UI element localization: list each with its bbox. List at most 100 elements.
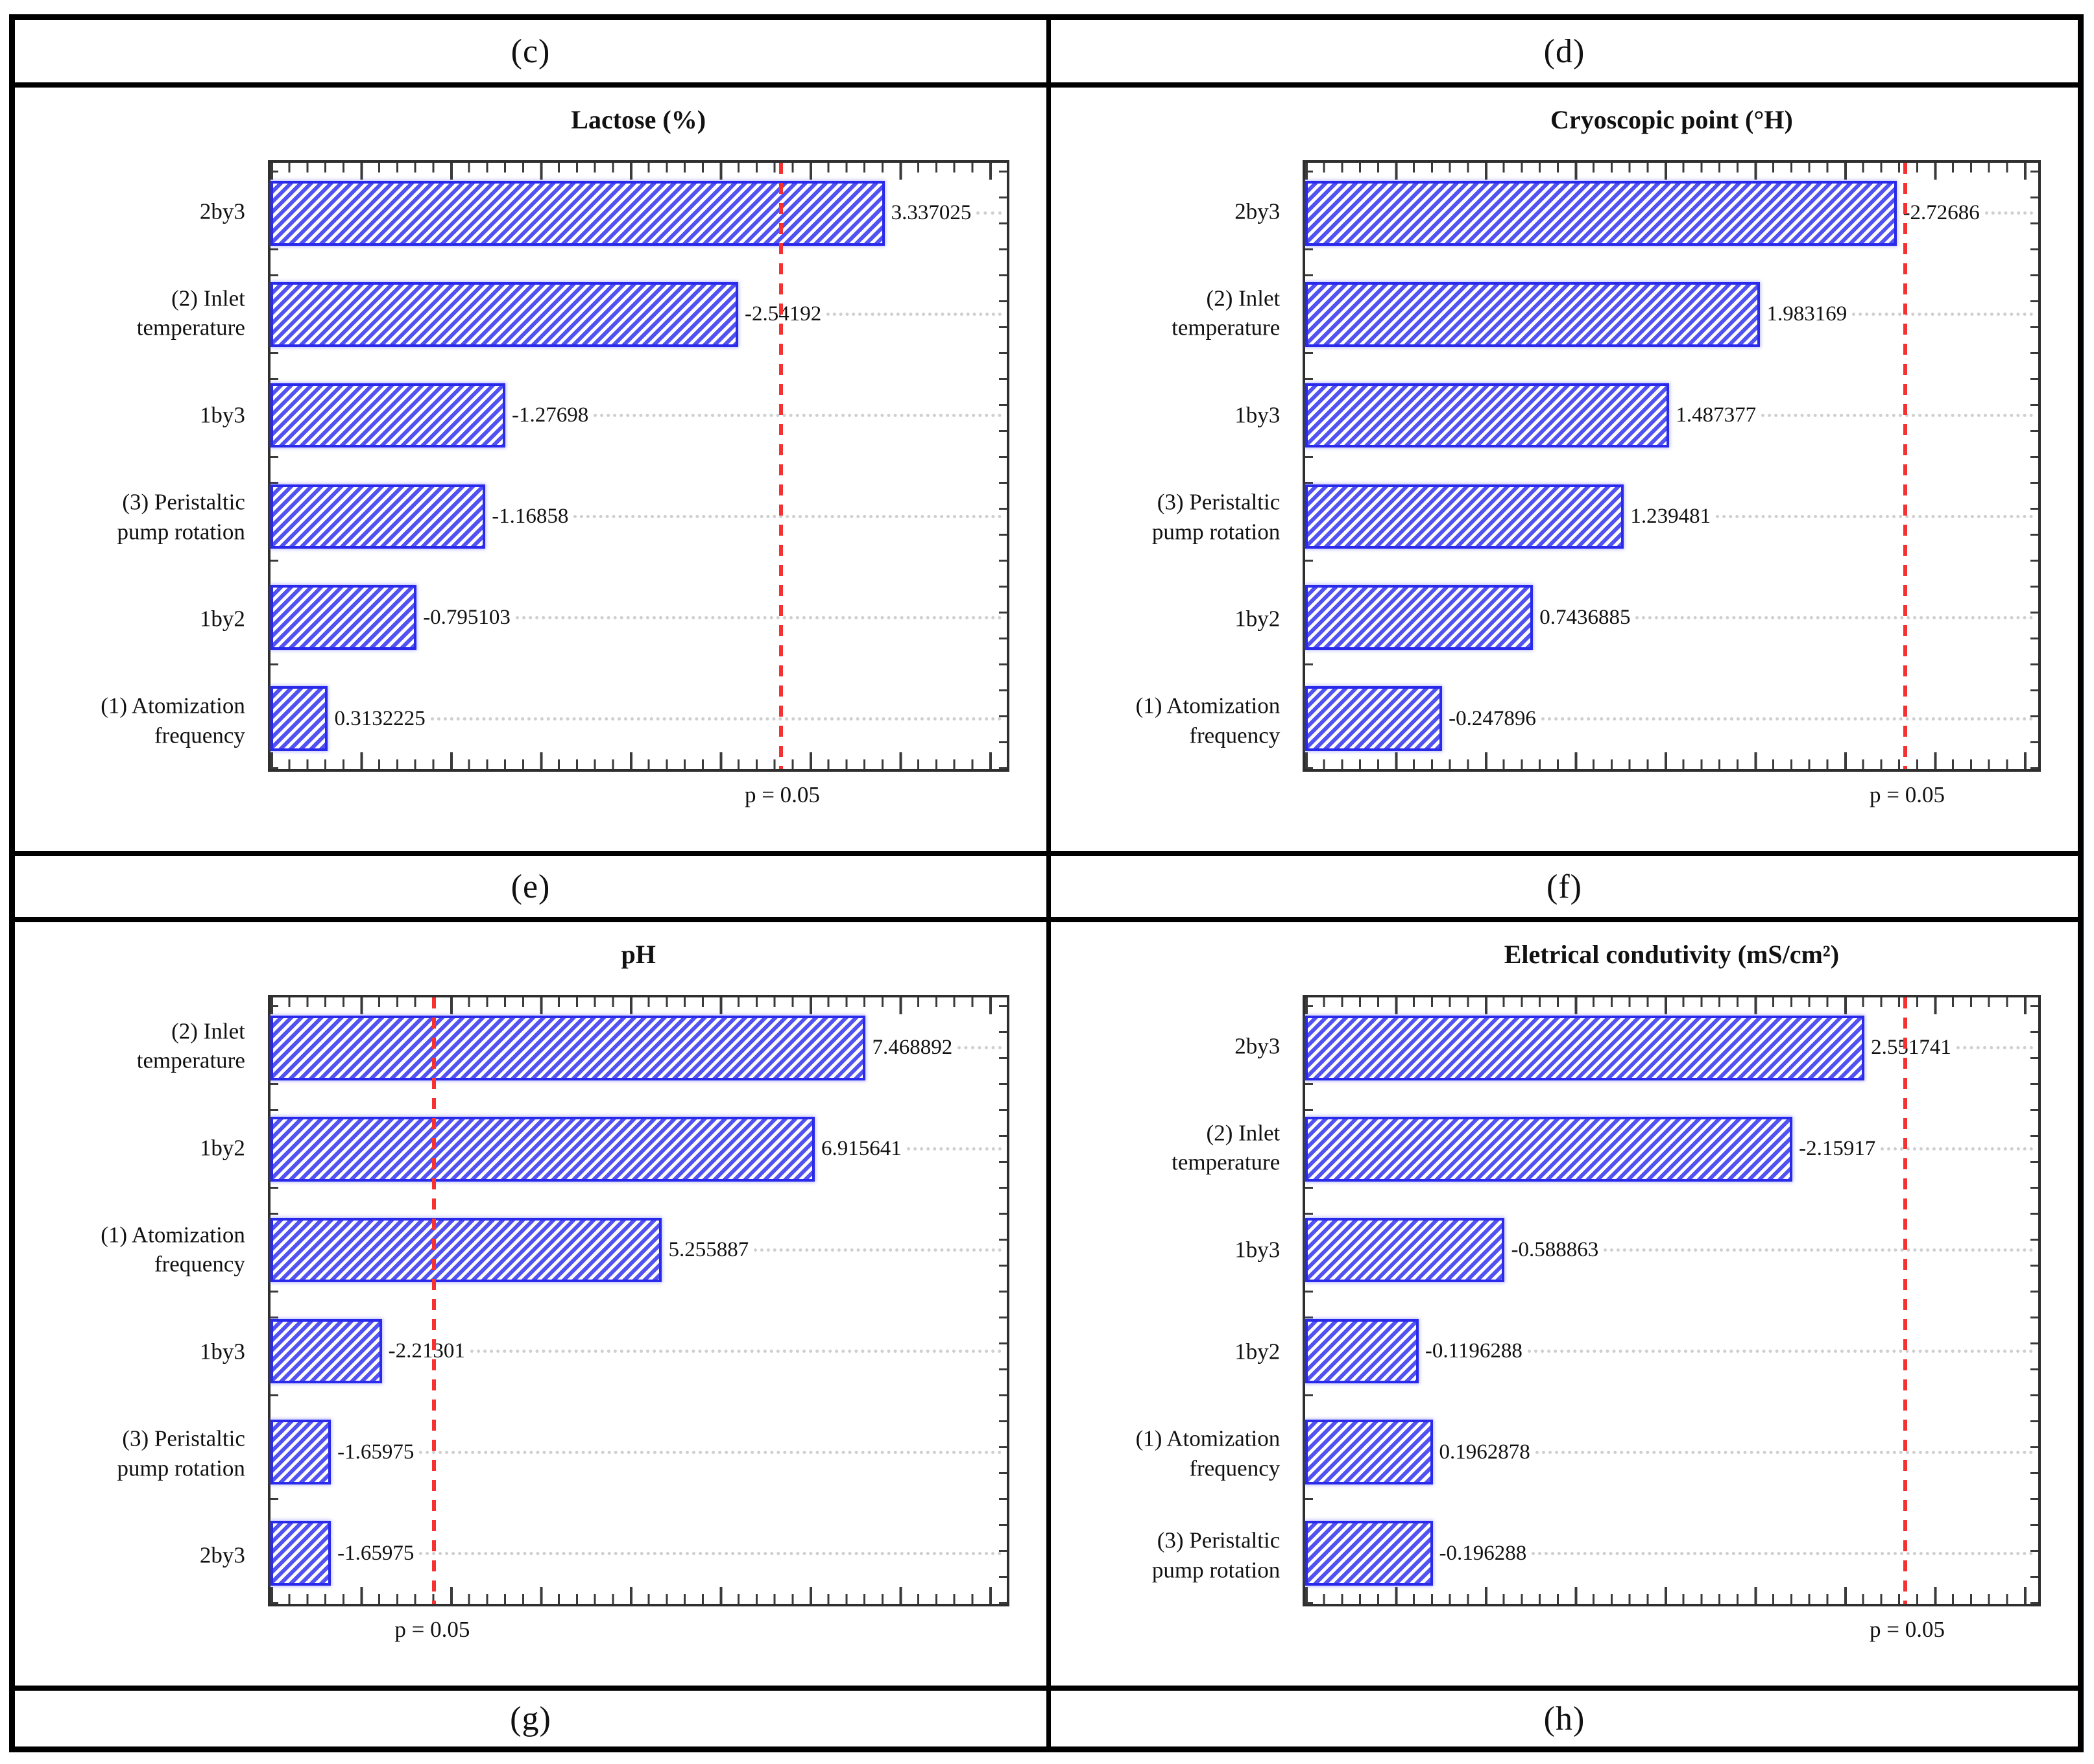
- category-axis: (2) Inlet temperature 1by2 (1) Atomization…: [25, 995, 254, 1606]
- effect-value-label: -0.588863: [1511, 1238, 1599, 1262]
- effect-bar: [270, 181, 885, 246]
- category-label: 1by3: [199, 402, 245, 428]
- plot-outer: -2.72686 1.983169 1.487377 1.239481 0.743688…: [1302, 160, 2041, 807]
- effect-value-label: -2.72686: [1903, 201, 1980, 225]
- bar-row: 0.3132225: [270, 668, 1007, 769]
- effect-bar: [1305, 383, 1670, 448]
- effect-bar: [270, 1318, 382, 1384]
- caption-row-ef: (e) (f): [15, 851, 2078, 917]
- plot-outer: 7.468892 6.915641 5.255887 -2.21301 -1.65975…: [267, 995, 1009, 1642]
- effect-bar: [270, 1016, 866, 1080]
- chart-panel-ph: pH (2) Inlet temperature 1by2 (1) Atomizat…: [15, 922, 1046, 1686]
- category-label: 1by2: [1234, 606, 1281, 632]
- category-label: (3) Peristaltic pump rotation: [1151, 1527, 1281, 1583]
- effect-bar: [1305, 1016, 1865, 1080]
- p-value-label: p = 0.05: [394, 1617, 470, 1642]
- category-label: 2by3: [1234, 1032, 1281, 1058]
- category-label: (3) Peristaltic pump rotation: [117, 1425, 245, 1481]
- chart-title: Lactose (%): [571, 105, 706, 134]
- plot-area: 3.337025 -2.54192 -1.27698 -1.16858 -0.79510…: [267, 160, 1009, 772]
- bar-row: 7.468892: [270, 997, 1007, 1099]
- bar-row: -2.15917: [1305, 1099, 2038, 1200]
- dotted-leader-line: [1984, 211, 2034, 215]
- effect-bar: [1305, 1420, 1433, 1485]
- category-axis: 2by3 (2) Inlet temperature 1by3 (3) Perista…: [25, 160, 254, 772]
- p-value-label: p = 0.05: [1870, 782, 1945, 807]
- plot-outer: 3.337025 -2.54192 -1.27698 -1.16858 -0.79510…: [267, 160, 1009, 807]
- dotted-leader-line: [419, 1450, 1002, 1454]
- effect-value-label: -1.65975: [337, 1440, 415, 1464]
- category-label: 1by3: [199, 1339, 245, 1365]
- significance-line: [431, 997, 436, 1604]
- dotted-leader-line: [573, 514, 1002, 518]
- effect-bar: [270, 281, 738, 347]
- effect-bar: [1305, 181, 1897, 246]
- significance-line: [779, 163, 784, 769]
- chart-title: pH: [621, 940, 656, 969]
- caption-cell-f: (f): [1046, 856, 2078, 917]
- dotted-leader-line: [1635, 615, 2034, 619]
- bar-row: -0.247896: [1305, 668, 2038, 769]
- dotted-leader-line: [594, 414, 1002, 418]
- effect-value-label: 0.1962878: [1439, 1440, 1530, 1464]
- effect-bar: [1305, 686, 1443, 751]
- effect-value-label: -2.21301: [388, 1339, 465, 1363]
- significance-line: [1903, 997, 1908, 1604]
- bar-row: -0.196288: [1305, 1503, 2038, 1604]
- effect-bar: [270, 383, 505, 448]
- dotted-leader-line: [1527, 1349, 2034, 1353]
- bar-row: 1.983169: [1305, 264, 2038, 365]
- effect-bar: [1305, 1217, 1505, 1283]
- category-label: (1) Atomization frequency: [1135, 693, 1281, 748]
- category-label: 2by3: [199, 198, 245, 224]
- bar-row: 1.487377: [1305, 365, 2038, 466]
- effect-value-label: 6.915641: [821, 1137, 902, 1161]
- caption-cell-e: (e): [511, 868, 551, 905]
- dotted-leader-line: [1604, 1248, 2034, 1252]
- figure-table: (c) (d) Lactose (%) 2by3 (2) Inlet temper…: [9, 14, 2084, 1752]
- dotted-leader-line: [1852, 313, 2034, 316]
- effect-bar: [270, 686, 328, 751]
- category-label: (3) Peristaltic pump rotation: [1151, 489, 1281, 545]
- effect-value-label: -0.1196288: [1425, 1339, 1522, 1363]
- significance-line: [1903, 163, 1908, 769]
- effect-bar: [270, 1521, 331, 1586]
- effect-value-label: 0.7436885: [1539, 605, 1631, 629]
- plot-area: -2.72686 1.983169 1.487377 1.239481 0.743688…: [1302, 160, 2041, 772]
- bar-row: 6.915641: [270, 1099, 1007, 1200]
- effect-value-label: -0.795103: [423, 605, 511, 629]
- effect-bar: [1305, 484, 1624, 549]
- effect-value-label: -0.196288: [1439, 1541, 1527, 1565]
- plot-area: 7.468892 6.915641 5.255887 -2.21301 -1.65975…: [267, 995, 1009, 1606]
- dotted-leader-line: [1716, 514, 2034, 518]
- chart-row-2: pH (2) Inlet temperature 1by2 (1) Atomizat…: [15, 917, 2078, 1686]
- bar-row: -2.54192: [270, 264, 1007, 365]
- effect-value-label: -2.15917: [1799, 1137, 1876, 1161]
- effect-bar: [1305, 585, 1534, 650]
- bar-row: -1.65975: [270, 1401, 1007, 1503]
- bar-row: 2.551741: [1305, 997, 2038, 1099]
- plot-outer: 2.551741 -2.15917 -0.588863 -0.1196288 0.196…: [1302, 995, 2041, 1642]
- bar-row: 0.7436885: [1305, 567, 2038, 668]
- caption-row-cd: (c) (d): [15, 20, 2078, 82]
- plot-area: 2.551741 -2.15917 -0.588863 -0.1196288 0.196…: [1302, 995, 2041, 1606]
- category-axis: 2by3 (2) Inlet temperature 1by3 1by2 (1) Ato…: [1061, 995, 1289, 1606]
- dotted-leader-line: [1535, 1450, 2034, 1454]
- category-label: 1by3: [1234, 1237, 1281, 1263]
- caption-cell-g: (g): [510, 1700, 551, 1737]
- effect-value-label: 1.983169: [1766, 302, 1847, 326]
- effect-bar: [270, 1217, 662, 1283]
- dotted-leader-line: [1761, 414, 2034, 418]
- bar-row: -1.27698: [270, 365, 1007, 466]
- dotted-leader-line: [826, 313, 1002, 316]
- chart-panel-lactose: Lactose (%) 2by3 (2) Inlet temperature 1by…: [15, 88, 1046, 851]
- effect-value-label: 1.239481: [1630, 504, 1711, 528]
- dotted-leader-line: [754, 1248, 1002, 1252]
- effect-bar: [270, 1420, 331, 1485]
- caption-cell-h: (h): [1046, 1691, 2078, 1746]
- dotted-leader-line: [1881, 1147, 2034, 1151]
- bar-row: -0.1196288: [1305, 1301, 2038, 1402]
- p-value-label: p = 0.05: [1870, 1617, 1945, 1642]
- chart-row-1: Lactose (%) 2by3 (2) Inlet temperature 1by…: [15, 82, 2078, 851]
- category-label: (2) Inlet temperature: [136, 285, 245, 340]
